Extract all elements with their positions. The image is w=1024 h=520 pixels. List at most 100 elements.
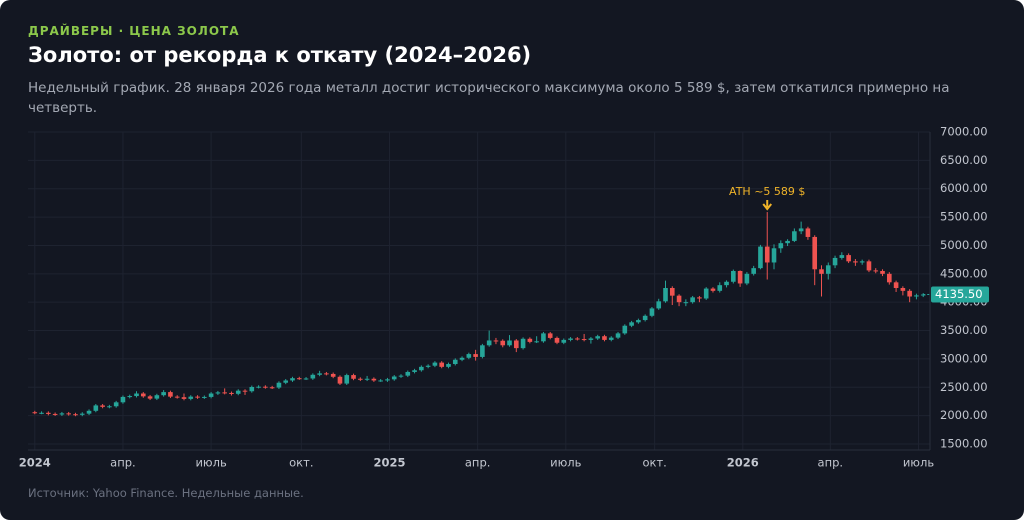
last-price-label: 4135.50 xyxy=(935,287,983,301)
candle-body xyxy=(405,371,411,376)
candle-body xyxy=(39,412,44,414)
candle-body xyxy=(500,340,506,346)
y-tick-label: 2000.00 xyxy=(940,408,988,422)
candle-body xyxy=(107,406,112,408)
candle-body xyxy=(717,285,723,291)
candle-body xyxy=(391,376,397,380)
candle-body xyxy=(744,273,750,284)
candle-body xyxy=(547,333,553,338)
candle-body xyxy=(561,339,567,343)
candle-body xyxy=(378,380,383,382)
candle-body xyxy=(202,396,207,398)
candle-body xyxy=(724,281,729,286)
candle-body xyxy=(798,228,804,232)
candle-body xyxy=(324,373,329,375)
candle-body xyxy=(93,405,99,411)
candle-body xyxy=(269,387,275,389)
candle-body xyxy=(710,288,716,291)
candle-body xyxy=(303,378,309,380)
candle-body xyxy=(337,376,343,384)
candle-body xyxy=(276,382,282,388)
candle-body xyxy=(629,322,634,326)
candle-body xyxy=(351,375,356,379)
y-tick-label: 5500.00 xyxy=(940,210,988,224)
candle-body xyxy=(683,302,689,304)
candle-body xyxy=(330,373,336,377)
candle-body xyxy=(371,378,377,381)
candle-body xyxy=(134,393,139,397)
x-tick-label: окт. xyxy=(642,456,666,470)
x-tick-label: апр. xyxy=(818,456,844,470)
y-tick-label: 6000.00 xyxy=(940,181,988,195)
y-tick-label: 5000.00 xyxy=(940,238,988,252)
candle-body xyxy=(113,402,119,407)
candle-body xyxy=(575,338,580,340)
candle-body xyxy=(310,374,316,379)
candle-body xyxy=(385,379,390,381)
candle-body xyxy=(697,297,702,299)
candle-body xyxy=(568,338,573,340)
candle-body xyxy=(486,340,492,346)
candle-body xyxy=(751,268,756,274)
candle-body xyxy=(263,386,268,388)
candle-body xyxy=(581,339,587,341)
y-tick-label: 3500.00 xyxy=(940,323,988,337)
candle-body xyxy=(839,255,845,258)
candle-body xyxy=(812,236,818,270)
candle-body xyxy=(364,378,370,380)
kicker: ДРАЙВЕРЫ · ЦЕНА ЗОЛОТА xyxy=(28,24,240,38)
x-tick-label: 2024 xyxy=(19,456,51,470)
candle-body xyxy=(663,288,668,302)
candle-body xyxy=(188,396,194,399)
candle-body xyxy=(208,393,214,397)
candle-body xyxy=(480,345,485,357)
annotation-arrow xyxy=(762,200,773,211)
candle-body xyxy=(792,231,797,241)
y-tick-label: 2500.00 xyxy=(940,380,988,394)
candle-body xyxy=(446,364,451,367)
candle-body xyxy=(588,338,594,340)
candle-body xyxy=(520,338,526,349)
candle-body xyxy=(554,337,560,343)
candle-body xyxy=(412,370,417,372)
y-tick-label: 1500.00 xyxy=(940,437,988,451)
candle-body xyxy=(778,243,784,249)
candle-body xyxy=(731,270,736,282)
candle-body xyxy=(764,246,770,263)
candle-body xyxy=(534,341,539,343)
candle-body xyxy=(595,336,600,339)
candle-body xyxy=(825,265,831,274)
candle-body xyxy=(195,396,200,398)
candle-body xyxy=(846,255,851,262)
candle-body xyxy=(452,359,458,365)
source-note: Источник: Yahoo Finance. Недельные данны… xyxy=(28,486,304,500)
candle-body xyxy=(140,393,146,397)
last-price-box xyxy=(931,286,989,303)
candle-body xyxy=(59,413,65,415)
candle-body xyxy=(771,248,777,263)
candle-body xyxy=(737,270,743,284)
x-tick-label: июль xyxy=(903,456,935,470)
x-tick-label: 2025 xyxy=(373,456,405,470)
candle-body xyxy=(649,308,655,316)
candle-body xyxy=(432,362,438,366)
candle-body xyxy=(887,273,892,283)
candle-body xyxy=(161,392,166,396)
candle-body xyxy=(859,261,865,263)
x-tick-label: апр. xyxy=(465,456,491,470)
candle-body xyxy=(880,270,885,274)
candle-body xyxy=(283,380,289,383)
y-tick-label: 6500.00 xyxy=(940,153,988,167)
candle-body xyxy=(758,246,763,269)
candle-body xyxy=(100,405,105,407)
annotation: ATH ~5 589 $ xyxy=(729,185,805,198)
candle-body xyxy=(466,354,472,358)
candle-body xyxy=(120,396,126,403)
x-tick-label: июль xyxy=(550,456,582,470)
candle-body xyxy=(832,257,838,266)
candle-body xyxy=(493,340,499,342)
candle-body xyxy=(541,333,546,342)
y-tick-label: 3000.00 xyxy=(940,351,988,365)
candle-body xyxy=(398,375,404,377)
